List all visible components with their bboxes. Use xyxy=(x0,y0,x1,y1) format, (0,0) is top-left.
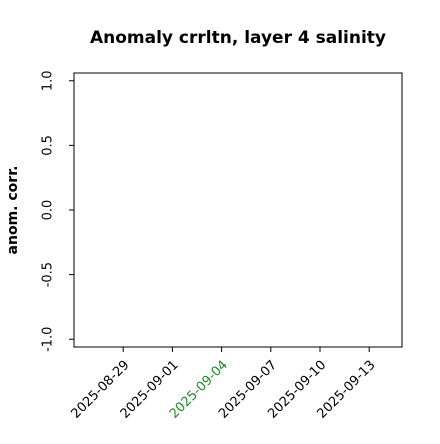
y-tick-label: 1.0 xyxy=(41,70,56,91)
y-tick-label: 0.5 xyxy=(41,135,56,156)
y-axis-label: anom. corr. xyxy=(5,166,21,255)
plot-frame xyxy=(73,72,403,348)
y-tick-label: -0.5 xyxy=(41,262,56,287)
y-tick-label: 0.0 xyxy=(41,200,56,221)
chart-title: Anomaly crrltn, layer 4 salinity xyxy=(90,28,386,48)
y-tick-label: -1.0 xyxy=(41,327,56,352)
